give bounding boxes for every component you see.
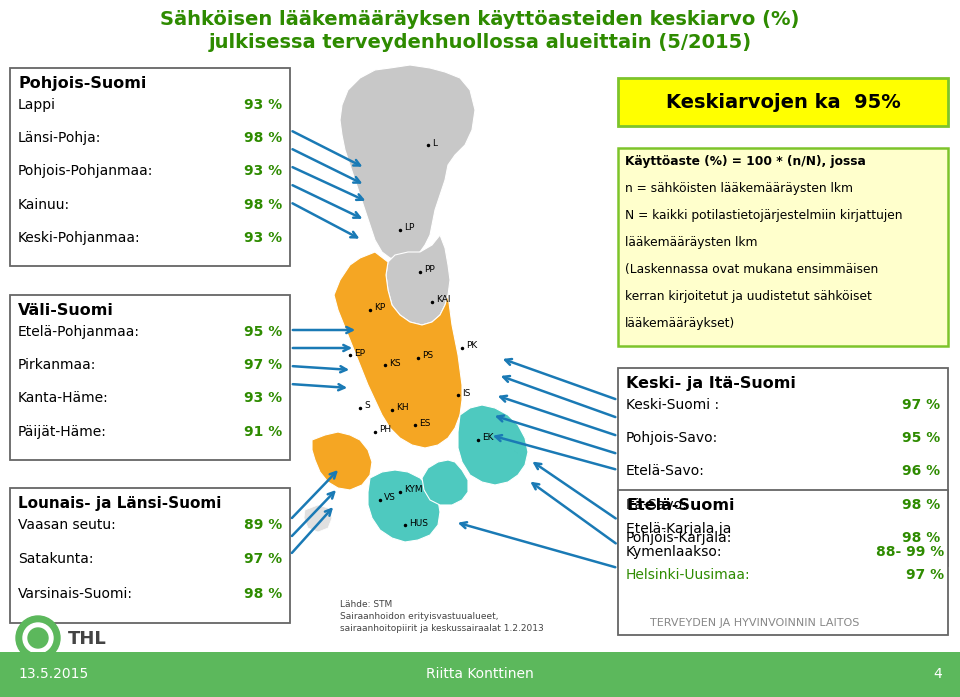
Text: TERVEYDEN JA HYVINVOINNIN LAITOS: TERVEYDEN JA HYVINVOINNIN LAITOS	[650, 618, 859, 628]
Text: 97 %: 97 %	[906, 568, 944, 582]
Text: KAI: KAI	[436, 296, 450, 305]
Polygon shape	[304, 505, 332, 532]
Text: 97 %: 97 %	[244, 358, 282, 372]
Text: Keski- ja Itä-Suomi: Keski- ja Itä-Suomi	[626, 376, 796, 391]
Text: 96 %: 96 %	[901, 464, 940, 478]
Text: Keski-Pohjanmaa:: Keski-Pohjanmaa:	[18, 231, 140, 245]
Text: Itä-Savo:: Itä-Savo:	[626, 498, 687, 512]
Text: KP: KP	[374, 303, 385, 312]
Text: Kanta-Häme:: Kanta-Häme:	[18, 392, 108, 406]
Text: Varsinais-Suomi:: Varsinais-Suomi:	[18, 587, 133, 601]
Text: Lähde: STM: Lähde: STM	[340, 600, 393, 609]
Text: 93 %: 93 %	[244, 231, 282, 245]
Bar	[618, 490, 948, 635]
Text: 93 %: 93 %	[244, 164, 282, 178]
Text: (Laskennassa ovat mukana ensimmäisen: (Laskennassa ovat mukana ensimmäisen	[625, 263, 878, 276]
Text: LP: LP	[404, 224, 415, 233]
Text: Etelä-Karjala ja: Etelä-Karjala ja	[626, 522, 732, 536]
Polygon shape	[312, 432, 372, 490]
Text: kerran kirjoitetut ja uudistetut sähköiset: kerran kirjoitetut ja uudistetut sähköis…	[625, 290, 872, 303]
Polygon shape	[386, 235, 450, 325]
Text: lääkemääräykset): lääkemääräykset)	[625, 317, 735, 330]
Text: N = kaikki potilastietojärjestelmiin kirjattujen: N = kaikki potilastietojärjestelmiin kir…	[625, 209, 902, 222]
Text: PS: PS	[422, 351, 433, 360]
Polygon shape	[368, 470, 440, 542]
Text: Helsinki-Uusimaa:: Helsinki-Uusimaa:	[626, 568, 751, 582]
Text: IS: IS	[462, 388, 470, 397]
Text: Länsi-Pohja:: Länsi-Pohja:	[18, 131, 102, 145]
Text: Väli-Suomi: Väli-Suomi	[18, 303, 114, 318]
Text: S: S	[364, 401, 370, 411]
Text: EK: EK	[482, 434, 493, 443]
Text: 4: 4	[933, 667, 942, 681]
Text: sairaanhoitopiirit ja keskussairaalat 1.2.2013: sairaanhoitopiirit ja keskussairaalat 1.…	[340, 624, 543, 633]
Text: Pohjois-Pohjanmaa:: Pohjois-Pohjanmaa:	[18, 164, 154, 178]
Text: VS: VS	[384, 493, 396, 503]
Text: Päijät-Häme:: Päijät-Häme:	[18, 424, 107, 438]
Text: Etelä-Suomi: Etelä-Suomi	[626, 498, 734, 513]
Text: julkisessa terveydenhuollossa alueittain (5/2015): julkisessa terveydenhuollossa alueittain…	[208, 33, 752, 52]
Bar	[10, 295, 290, 460]
Text: Sähköisen lääkemääräyksen käyttöasteiden keskiarvo (%): Sähköisen lääkemääräyksen käyttöasteiden…	[160, 10, 800, 29]
Text: Keski-Suomi :: Keski-Suomi :	[626, 398, 719, 412]
Polygon shape	[340, 65, 475, 260]
Text: Kainuu:: Kainuu:	[18, 198, 70, 212]
Text: Etelä-Savo:: Etelä-Savo:	[626, 464, 705, 478]
Text: 97 %: 97 %	[244, 552, 282, 567]
Text: lääkemääräysten lkm: lääkemääräysten lkm	[625, 236, 757, 249]
Text: Pirkanmaa:: Pirkanmaa:	[18, 358, 96, 372]
Text: Pohjois-Savo:: Pohjois-Savo:	[626, 431, 718, 445]
Text: PK: PK	[466, 342, 477, 351]
Text: 91 %: 91 %	[244, 424, 282, 438]
Text: n = sähköisten lääkemääräysten lkm: n = sähköisten lääkemääräysten lkm	[625, 182, 853, 195]
Text: Riitta Konttinen: Riitta Konttinen	[426, 667, 534, 681]
Text: 98 %: 98 %	[244, 131, 282, 145]
Text: Keskiarvojen ka  95%: Keskiarvojen ka 95%	[665, 93, 900, 112]
Text: HUS: HUS	[409, 519, 428, 528]
Text: Pohjois-Suomi: Pohjois-Suomi	[18, 76, 146, 91]
Polygon shape	[334, 252, 462, 448]
Text: Kymenlaakso:: Kymenlaakso:	[626, 545, 723, 559]
Bar	[618, 368, 948, 566]
Circle shape	[28, 628, 48, 648]
Circle shape	[16, 616, 60, 660]
Text: 93 %: 93 %	[244, 392, 282, 406]
Text: 95 %: 95 %	[901, 431, 940, 445]
Text: Käyttöaste (%) = 100 * (n/N), jossa: Käyttöaste (%) = 100 * (n/N), jossa	[625, 155, 866, 168]
Text: ES: ES	[419, 418, 430, 427]
Text: Lounais- ja Länsi-Suomi: Lounais- ja Länsi-Suomi	[18, 496, 222, 511]
Text: 13.5.2015: 13.5.2015	[18, 667, 88, 681]
Text: 97 %: 97 %	[901, 398, 940, 412]
Text: 88- 99 %: 88- 99 %	[876, 545, 944, 559]
Text: L: L	[432, 139, 437, 148]
Text: 98 %: 98 %	[244, 587, 282, 601]
Circle shape	[23, 623, 53, 653]
Text: 98 %: 98 %	[244, 198, 282, 212]
Text: PH: PH	[379, 425, 391, 434]
Text: THL: THL	[68, 630, 107, 648]
Text: PP: PP	[424, 266, 435, 275]
Text: 93 %: 93 %	[244, 98, 282, 112]
Text: 95 %: 95 %	[244, 325, 282, 339]
Text: Vaasan seutu:: Vaasan seutu:	[18, 518, 116, 532]
Text: Satakunta:: Satakunta:	[18, 552, 93, 567]
Text: 98 %: 98 %	[901, 498, 940, 512]
Text: KYM: KYM	[404, 486, 422, 494]
Text: Pohjois-Karjala:: Pohjois-Karjala:	[626, 531, 732, 545]
Text: 89 %: 89 %	[244, 518, 282, 532]
Bar	[618, 78, 948, 126]
Bar	[10, 68, 290, 266]
Text: Etelä-Pohjanmaa:: Etelä-Pohjanmaa:	[18, 325, 140, 339]
Text: Sairaanhoidon erityisvastuualueet,: Sairaanhoidon erityisvastuualueet,	[340, 612, 498, 621]
Polygon shape	[458, 405, 528, 485]
Text: KS: KS	[389, 358, 400, 367]
Text: KH: KH	[396, 404, 409, 413]
Bar	[0, 652, 960, 697]
Text: Lappi: Lappi	[18, 98, 56, 112]
Text: 98 %: 98 %	[901, 531, 940, 545]
Bar	[10, 488, 290, 623]
Text: EP: EP	[354, 348, 365, 358]
Bar	[618, 148, 948, 346]
Polygon shape	[422, 460, 468, 505]
